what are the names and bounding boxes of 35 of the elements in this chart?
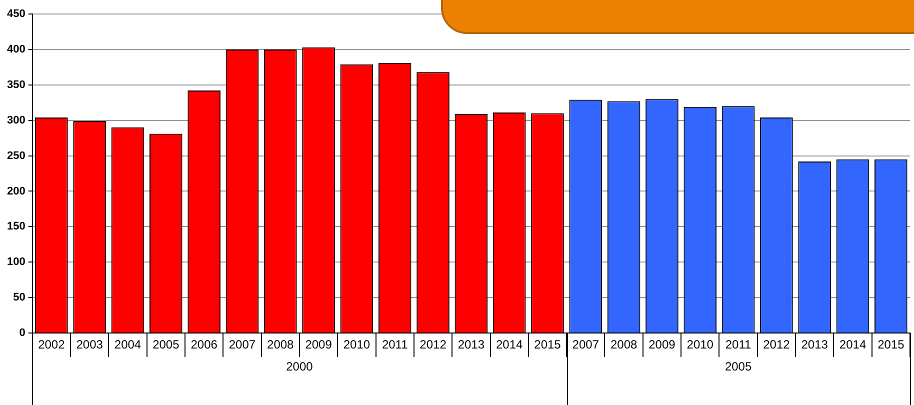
text: 2005	[724, 359, 752, 374]
x-tick-label: 2015	[534, 337, 562, 352]
x-tick-label: 2009	[648, 337, 676, 352]
x-tick-label: 2010	[343, 337, 370, 352]
x-tick-label: 2005	[152, 337, 180, 352]
x-tick-label: 2002	[38, 337, 66, 352]
x-tick-label: 2012	[763, 337, 790, 352]
x-tick-label: 2008	[267, 337, 294, 352]
x-tick-label: 2004	[114, 337, 142, 352]
y-tick-label: 350	[6, 78, 26, 91]
x-tick-label: 2011	[382, 337, 408, 352]
y-tick-label: 100	[6, 256, 26, 268]
x-tick-label: 2007	[572, 337, 600, 352]
y-tick-label: 300	[6, 114, 26, 126]
y-tick-label: 450	[6, 8, 26, 20]
y-tick-label: 150	[6, 220, 26, 233]
x-tick-label: 2008	[610, 337, 638, 352]
y-tick-label: 200	[6, 185, 26, 198]
y-tick-label: 250	[6, 150, 26, 162]
y-tick-label: 50	[13, 292, 26, 304]
x-tick-label: 2010	[686, 337, 714, 352]
y-tick-label: 0	[19, 327, 26, 340]
x-tick-label: 2007	[228, 337, 256, 352]
x-tick-label: 2013	[801, 337, 828, 352]
x-tick-label: 2006	[190, 337, 218, 352]
x-tick-label: 2011	[725, 337, 752, 352]
x-tick-label: 2013	[458, 337, 485, 352]
x-tick-label: 2009	[305, 337, 332, 352]
y-tick-label: 400	[6, 43, 26, 56]
x-tick-label: 2012	[420, 337, 447, 352]
text: 2000	[286, 359, 314, 374]
x-tick-label: 2014	[496, 337, 524, 352]
x-tick-label: 2003	[76, 337, 104, 352]
x-tick-label: 2014	[839, 337, 866, 352]
x-tick-label: 2015	[878, 337, 905, 352]
